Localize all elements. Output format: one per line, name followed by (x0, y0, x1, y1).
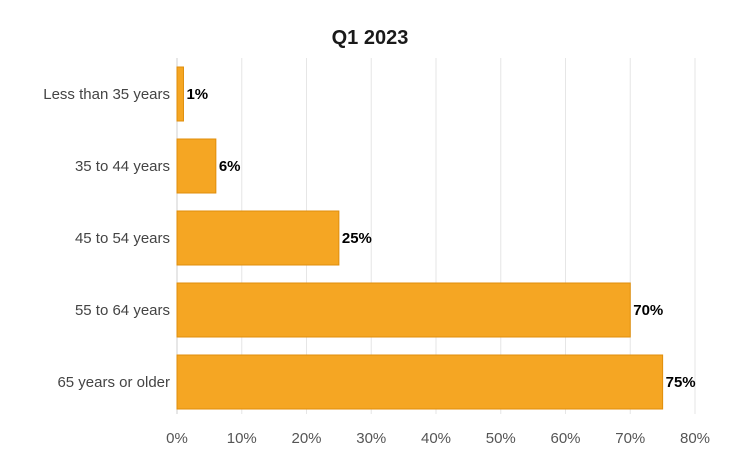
chart-title: Q1 2023 (332, 27, 409, 49)
bars (176, 66, 664, 410)
x-tick-label: 0% (166, 430, 188, 447)
category-label: 35 to 44 years (75, 158, 170, 175)
bar (176, 66, 184, 122)
bar (176, 138, 217, 194)
x-tick-label: 70% (615, 430, 645, 447)
category-labels: Less than 35 years 1% 35 to 44 years 6% 45 t… (43, 86, 695, 391)
bar (176, 210, 340, 266)
data-label: 1% (186, 86, 208, 103)
x-tick-label: 50% (486, 430, 516, 447)
x-tick-label: 80% (680, 430, 710, 447)
bar (176, 354, 664, 410)
x-tick-label: 30% (356, 430, 386, 447)
data-label: 70% (633, 302, 663, 319)
data-label: 75% (666, 374, 696, 391)
x-axis-ticks: 0% 10% 20% 30% 40% 50% 60% 70% 80% (166, 430, 710, 447)
category-label: Less than 35 years (43, 86, 170, 103)
category-label: 65 years or older (57, 374, 170, 391)
x-tick-label: 40% (421, 430, 451, 447)
data-label: 25% (342, 230, 372, 247)
x-tick-label: 20% (291, 430, 321, 447)
data-label: 6% (219, 158, 241, 175)
category-label: 55 to 64 years (75, 302, 170, 319)
x-tick-label: 60% (550, 430, 580, 447)
category-label: 45 to 54 years (75, 230, 170, 247)
x-tick-label: 10% (227, 430, 257, 447)
bar (176, 282, 631, 338)
